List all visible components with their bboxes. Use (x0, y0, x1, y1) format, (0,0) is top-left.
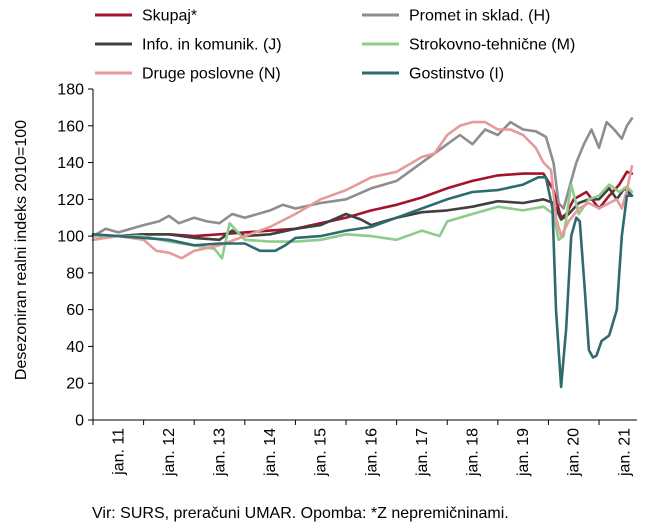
axes: 0 20 40 60 80 100 120 140 160 180 jan. 11 jan. 12 ja… (57, 82, 637, 477)
y-tick-label: 140 (57, 155, 84, 172)
y-tick-label: 160 (57, 118, 84, 135)
series-line-5 (91, 176, 634, 389)
y-tick-label: 60 (66, 302, 84, 319)
y-tick-label: 20 (66, 376, 84, 393)
x-tick-label: jan. 14 (262, 428, 279, 477)
legend-label-1: Promet in sklad. (H) (409, 8, 550, 25)
legend-label-0: Skupaj* (142, 8, 197, 25)
x-tick-label: jan. 21 (616, 428, 633, 477)
x-tick-label: jan. 18 (465, 428, 482, 477)
series-line-1 (91, 117, 634, 238)
x-tick-label: jan. 20 (566, 428, 583, 477)
x-tick-label: jan. 13 (212, 428, 229, 477)
x-tick-label: jan. 19 (515, 428, 532, 477)
y-tick-label: 0 (75, 413, 84, 430)
x-tick-label: jan. 17 (414, 428, 431, 477)
legend-label-3: Strokovno-tehnične (M) (409, 37, 575, 54)
y-tick-label: 40 (66, 339, 84, 356)
y-tick-label: 100 (57, 229, 84, 246)
series-lines (91, 117, 634, 389)
y-tick-label: 80 (66, 265, 84, 282)
source-note: Vir: SURS, preračuni UMAR. Opomba: *Z ne… (92, 505, 509, 522)
x-tick-label: jan. 16 (363, 428, 380, 477)
x-tick-label: jan. 12 (161, 428, 178, 477)
x-tick-label: jan. 11 (110, 428, 127, 476)
legend-label-5: Gostinstvo (I) (409, 66, 504, 83)
y-tick-label: 120 (57, 192, 84, 209)
legend-label-4: Druge poslovne (N) (142, 66, 281, 83)
y-axis-label: Desezoniran realni indeks 2010=100 (13, 120, 30, 380)
legend: Skupaj* Promet in sklad. (H) Info. in komu… (95, 8, 575, 83)
plot-area: 0 20 40 60 80 100 120 140 160 180 jan. 11 jan. 12 ja… (57, 82, 637, 477)
x-tick-label: jan. 15 (313, 428, 330, 477)
y-tick-label: 180 (57, 82, 84, 99)
series-line-4 (91, 120, 634, 260)
legend-label-2: Info. in komunik. (J) (142, 37, 282, 54)
